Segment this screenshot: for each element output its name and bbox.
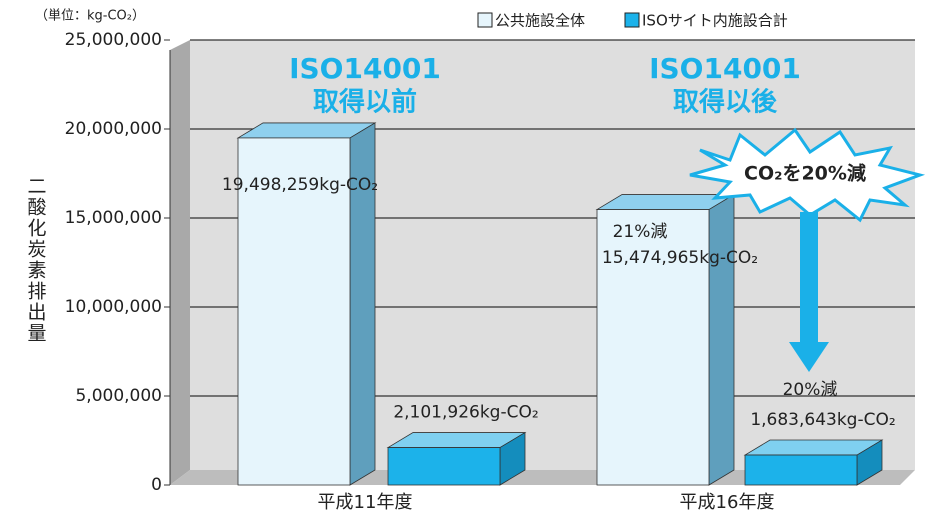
bar-side bbox=[709, 195, 734, 485]
legend-swatch bbox=[478, 13, 492, 27]
y-axis-label: 二酸化炭素排出量 bbox=[25, 176, 47, 344]
bar bbox=[388, 448, 500, 485]
value-label: 15,474,965kg-CO₂ bbox=[602, 248, 758, 268]
x-tick-label: 平成11年度 bbox=[318, 492, 413, 513]
annotation: CO₂を20%減 bbox=[744, 162, 866, 185]
y-tick-label: 5,000,000 bbox=[75, 386, 162, 406]
value-label: 19,498,259kg-CO₂ bbox=[222, 175, 378, 195]
value-label: 2,101,926kg-CO₂ bbox=[393, 403, 538, 423]
y-tick-label: 0 bbox=[151, 475, 162, 495]
legend-label: ISOサイト内施設合計 bbox=[642, 12, 788, 30]
unit-label: （単位：kg-CO₂） bbox=[35, 8, 145, 24]
annotation: 取得以後 bbox=[673, 87, 778, 118]
arrow-shaft bbox=[800, 212, 818, 342]
y-tick-label: 25,000,000 bbox=[65, 30, 162, 50]
value-label: 1,683,643kg-CO₂ bbox=[750, 410, 895, 430]
y-tick-label: 10,000,000 bbox=[65, 297, 162, 317]
x-tick-label: 平成16年度 bbox=[680, 492, 775, 513]
annotation: 取得以前 bbox=[313, 87, 417, 118]
annotation: ISO14001 bbox=[649, 52, 801, 85]
y-tick-label: 15,000,000 bbox=[65, 208, 162, 228]
y-tick-label: 20,000,000 bbox=[65, 119, 162, 139]
legend-label: 公共施設全体 bbox=[495, 12, 585, 30]
chart: 0 5,000,000 10,000,000 15,000,000 20,000,000… bbox=[0, 0, 926, 518]
annotation: 20%減 bbox=[783, 380, 838, 400]
left-wall bbox=[170, 40, 190, 485]
bar bbox=[745, 455, 857, 485]
legend-swatch bbox=[625, 13, 639, 27]
annotation: ISO14001 bbox=[289, 52, 441, 85]
annotation: 21%減 bbox=[613, 222, 668, 242]
